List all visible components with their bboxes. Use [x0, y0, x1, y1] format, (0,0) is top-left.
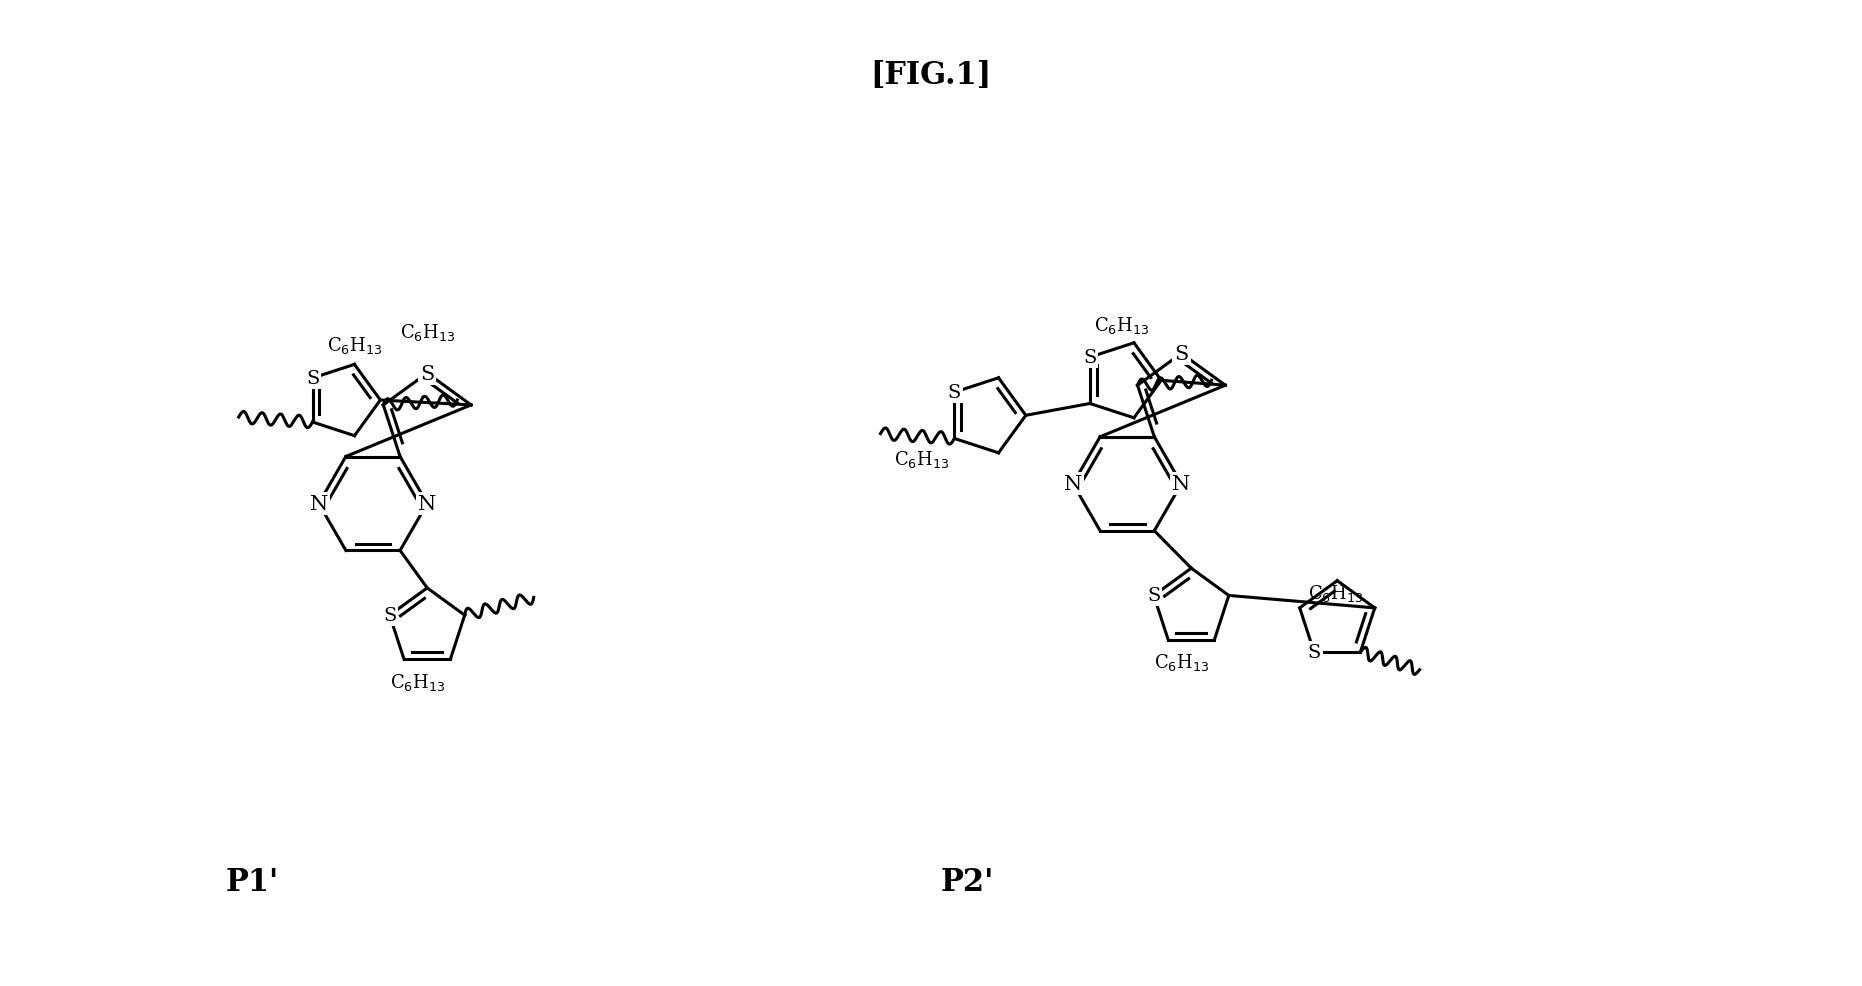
Text: S: S	[1175, 344, 1188, 364]
Text: N: N	[1173, 475, 1190, 494]
Text: C$_6$H$_{13}$: C$_6$H$_{13}$	[894, 449, 950, 470]
Text: S: S	[1084, 349, 1097, 367]
Text: C$_6$H$_{13}$: C$_6$H$_{13}$	[1307, 583, 1363, 603]
Text: S: S	[305, 370, 318, 387]
Text: S: S	[421, 364, 434, 384]
Text: C$_6$H$_{13}$: C$_6$H$_{13}$	[391, 671, 445, 692]
Text: S: S	[948, 384, 961, 401]
Text: C$_6$H$_{13}$: C$_6$H$_{13}$	[1154, 652, 1210, 672]
Text: S: S	[1307, 643, 1320, 662]
Text: S: S	[384, 606, 397, 624]
Text: P2': P2'	[940, 867, 994, 897]
Text: S: S	[1147, 587, 1160, 604]
Text: N: N	[419, 494, 436, 514]
Text: C$_6$H$_{13}$: C$_6$H$_{13}$	[1095, 315, 1149, 335]
Text: P1': P1'	[225, 867, 279, 897]
Text: C$_6$H$_{13}$: C$_6$H$_{13}$	[328, 334, 382, 355]
Text: N: N	[309, 494, 328, 514]
Text: N: N	[1063, 475, 1082, 494]
Text: C$_6$H$_{13}$: C$_6$H$_{13}$	[400, 321, 454, 342]
Text: [FIG.1]: [FIG.1]	[870, 59, 992, 91]
